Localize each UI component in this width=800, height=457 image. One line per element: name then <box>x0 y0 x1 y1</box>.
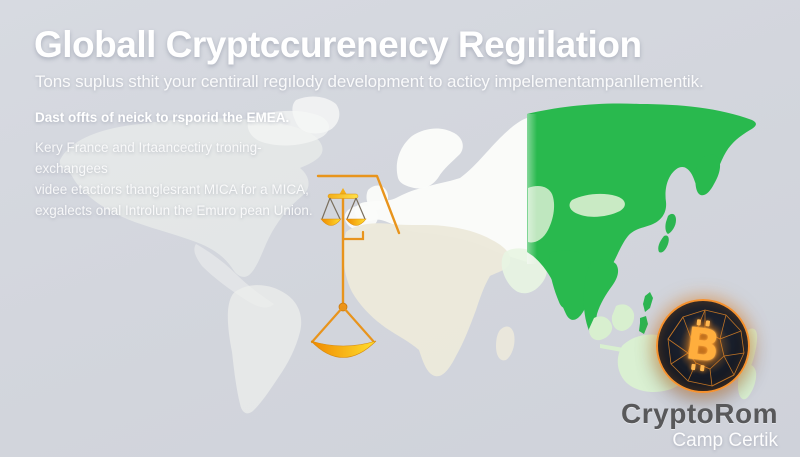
info-line: Kery France and Irtaancectiry troning- e… <box>35 140 262 176</box>
bitcoin-logo: B <box>656 299 750 393</box>
info-panel: Dast offts of neick to rsporid the EMEA.… <box>35 110 335 221</box>
greenland-region <box>292 96 340 134</box>
africa-region <box>343 223 515 377</box>
page-subtitle: Tons suplus sthit your centirall regılod… <box>35 72 704 91</box>
asia-region <box>527 103 756 338</box>
info-heading: Dast offts of neick to rsporid the EMEA. <box>35 110 290 125</box>
south-america-region <box>227 285 302 414</box>
brand-tagline: Camp Certik <box>672 430 778 451</box>
bitcoin-b-symbol: B <box>683 318 723 373</box>
brand-name: CryptoRom <box>621 398 778 429</box>
page-title: Globall Cryptccureneıcy Regıilation <box>34 24 642 65</box>
info-line: videe etactiors thanglesrant MICA for a … <box>35 182 309 197</box>
bitcoin-glow <box>678 321 732 375</box>
info-line: exgalects onal Introlun the Emuro pean U… <box>35 203 313 218</box>
